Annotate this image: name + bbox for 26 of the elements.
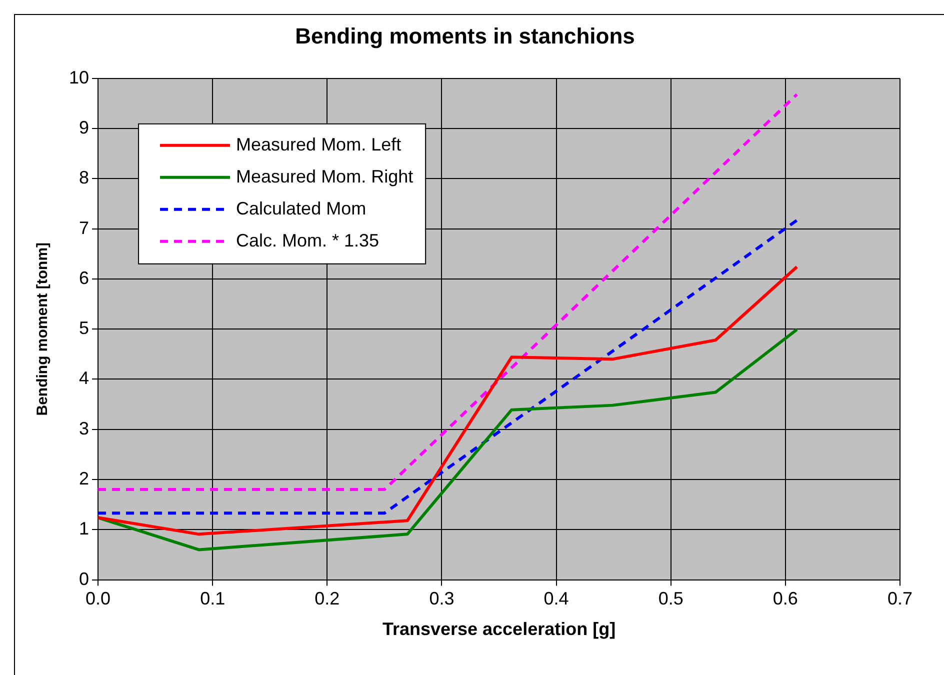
y-tick-label: 7 [79, 218, 90, 238]
legend-label: Calc. Mom. * 1.35 [236, 230, 380, 250]
x-tick-label: 0.6 [772, 588, 798, 609]
x-tick-label: 0.3 [429, 588, 454, 609]
x-tick-label: 0.7 [887, 588, 913, 609]
legend-label: Measured Mom. Right [236, 166, 414, 186]
x-tick-label: 0.0 [86, 588, 111, 609]
y-tick-label: 0 [79, 568, 90, 589]
x-tick-label: 0.4 [544, 588, 569, 609]
y-tick-label: 4 [79, 368, 90, 388]
y-tick-label: 8 [79, 168, 90, 188]
chart-title: Bending moments in stanchions [295, 23, 635, 48]
y-tick-label: 10 [68, 67, 90, 88]
legend-label: Calculated Mom [236, 198, 366, 218]
y-tick-label: 5 [79, 318, 90, 338]
legend-label: Measured Mom. Left [236, 134, 402, 154]
y-tick-label: 2 [79, 468, 90, 488]
y-tick-label: 6 [79, 268, 90, 288]
x-tick-label: 0.5 [658, 588, 684, 609]
x-tick-label: 0.2 [314, 588, 340, 609]
x-axis-title: Transverse acceleration [g] [382, 619, 616, 640]
y-tick-label: 9 [79, 118, 90, 138]
y-tick-label: 3 [79, 418, 90, 438]
y-tick-label: 1 [79, 518, 90, 539]
x-tick-label: 0.1 [200, 588, 226, 609]
y-axis-title: Bending moment [tonm] [34, 242, 52, 416]
